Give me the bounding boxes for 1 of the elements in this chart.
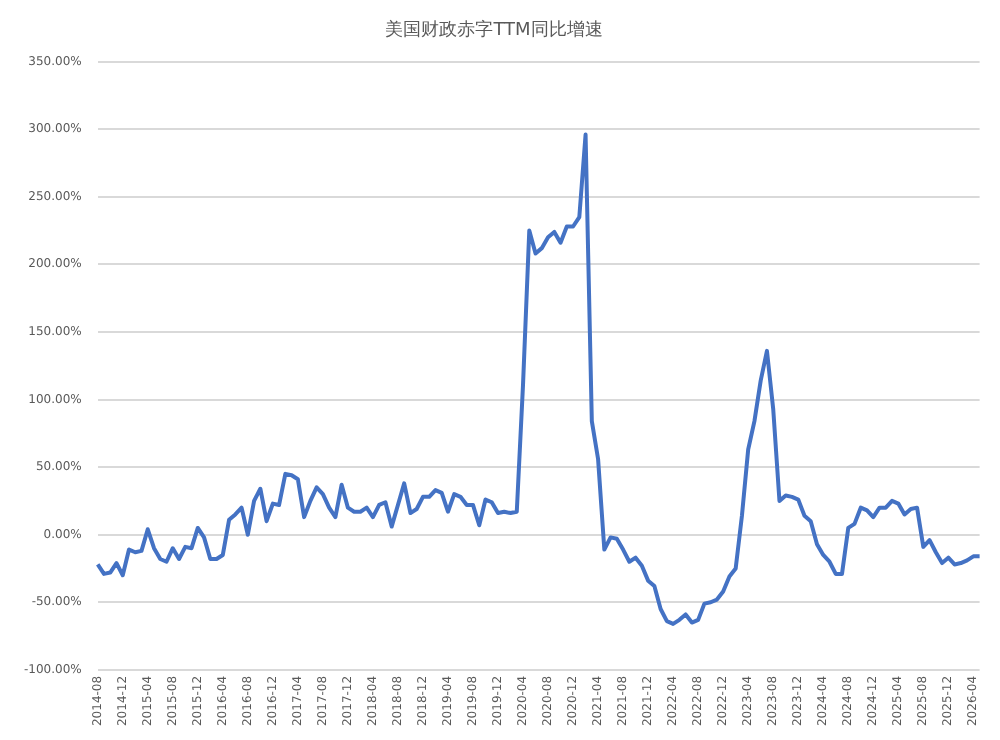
chart-title: 美国财政赤字TTM同比增速 [385,19,603,42]
